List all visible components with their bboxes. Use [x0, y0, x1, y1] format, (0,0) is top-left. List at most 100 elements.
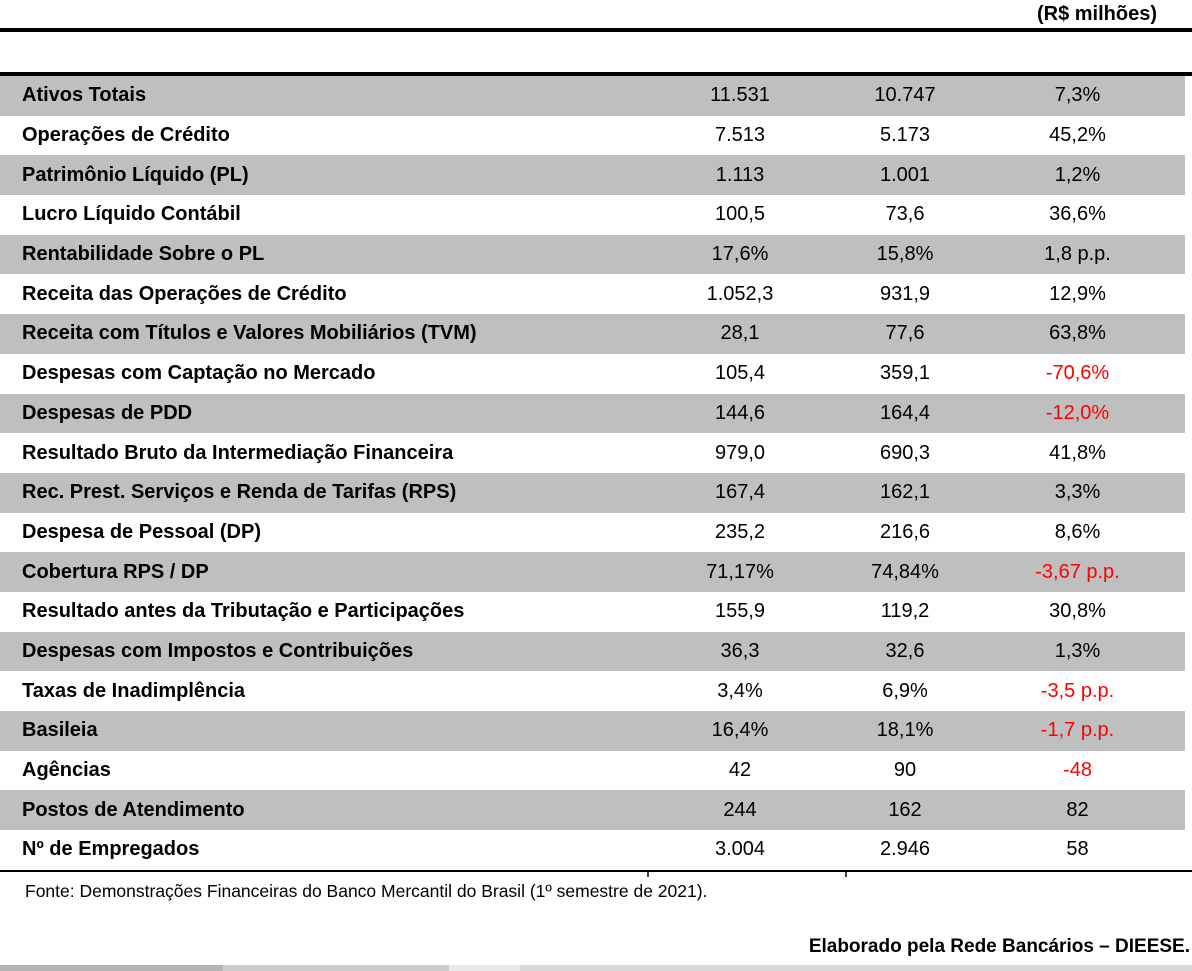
- row-label: Despesa de Pessoal (DP): [22, 520, 261, 543]
- row-label: Agências: [22, 759, 111, 782]
- value-current-period: 1.052,3: [706, 282, 774, 305]
- value-variation: 45,2%: [1049, 124, 1106, 147]
- value-previous-period: 6,9%: [882, 679, 928, 702]
- value-previous-period: 74,84%: [871, 560, 939, 583]
- value-variation: 12,9%: [1049, 282, 1106, 305]
- value-previous-period: 690,3: [879, 441, 931, 464]
- row-label: Despesas com Impostos e Contribuições: [22, 639, 414, 662]
- value-current-period: 7.513: [714, 124, 766, 147]
- row-label: Nº de Empregados: [22, 838, 200, 861]
- table-row: Agências 42 90 -48: [0, 751, 1185, 791]
- value-variation: 7,3%: [1054, 84, 1101, 107]
- top-rule: [0, 28, 1192, 32]
- value-previous-period: 931,9: [879, 282, 931, 305]
- row-label: Resultado antes da Tributação e Particip…: [22, 600, 465, 623]
- value-current-period: 3,4%: [717, 679, 763, 702]
- value-variation: -70,6%: [1045, 362, 1110, 385]
- table-row: Operações de Crédito 7.513 5.173 45,2%: [0, 116, 1185, 156]
- table-row: Patrimônio Líquido (PL) 1.113 1.001 1,2%: [0, 155, 1185, 196]
- value-current-period: 1.113: [715, 163, 765, 186]
- row-label: Cobertura RPS / DP: [22, 560, 209, 583]
- value-variation: -3,67 p.p.: [1035, 560, 1120, 583]
- value-variation: -3,5 p.p.: [1040, 679, 1115, 702]
- table-row: Cobertura RPS / DP 71,17% 74,84% -3,67 p…: [0, 552, 1185, 592]
- value-previous-period: 73,6: [885, 203, 925, 226]
- table-row: Despesas com Captação no Mercado 105,4 3…: [0, 354, 1185, 394]
- value-previous-period: 5.173: [879, 124, 931, 147]
- row-label: Despesas de PDD: [22, 401, 193, 424]
- unit-label: (R$ milhões): [1036, 3, 1157, 25]
- value-variation: 1,8 p.p.: [1044, 243, 1111, 266]
- table-row: Taxas de Inadimplência 3,4% 6,9% -3,5 p.…: [0, 671, 1185, 711]
- value-variation: -1,7 p.p.: [1040, 719, 1115, 742]
- value-variation: 30,8%: [1049, 600, 1106, 623]
- table-row: Receita das Operações de Crédito 1.052,3…: [0, 274, 1185, 314]
- table-row: Lucro Líquido Contábil 100,5 73,6 36,6%: [0, 195, 1185, 235]
- table-row: Nº de Empregados 3.004 2.946 58: [0, 830, 1185, 870]
- credit-note: Elaborado pela Rede Bancários – DIEESE.: [808, 936, 1190, 957]
- row-label: Despesas com Captação no Mercado: [22, 362, 376, 385]
- value-current-period: 244: [723, 798, 757, 821]
- value-variation: 1,3%: [1054, 639, 1101, 662]
- row-label: Operações de Crédito: [22, 124, 230, 147]
- page-edge-segment: [520, 965, 1192, 971]
- row-label: Rentabilidade Sobre o PL: [22, 243, 265, 266]
- column-tick: [845, 872, 847, 877]
- row-label: Basileia: [22, 719, 98, 742]
- value-previous-period: 15,8%: [876, 243, 934, 266]
- table-row: Resultado Bruto da Intermediação Finance…: [0, 433, 1185, 473]
- value-current-period: 11.531: [710, 84, 770, 107]
- value-previous-period: 32,6: [885, 639, 925, 662]
- value-variation: 8,6%: [1054, 520, 1101, 543]
- value-variation: 41,8%: [1049, 441, 1106, 464]
- table-row: Despesa de Pessoal (DP) 235,2 216,6 8,6%: [0, 513, 1185, 553]
- value-current-period: 17,6%: [711, 243, 769, 266]
- financial-table: Ativos Totais 11.531 10.747 7,3% Operaçõ…: [0, 76, 1185, 870]
- value-variation: 3,3%: [1054, 481, 1101, 504]
- row-label: Rec. Prest. Serviços e Renda de Tarifas …: [22, 481, 457, 504]
- table-row: Receita com Títulos e Valores Mobiliário…: [0, 314, 1185, 354]
- row-label: Receita com Títulos e Valores Mobiliário…: [22, 322, 477, 345]
- table-row: Postos de Atendimento 244 162 82: [0, 790, 1185, 831]
- row-label: Lucro Líquido Contábil: [22, 203, 241, 226]
- value-variation: -48: [1063, 759, 1092, 782]
- page-edge-artifact: [0, 965, 1192, 971]
- table-row: Despesas de PDD 144,6 164,4 -12,0%: [0, 393, 1185, 434]
- table-row: Rentabilidade Sobre o PL 17,6% 15,8% 1,8…: [0, 234, 1185, 275]
- table-row: Ativos Totais 11.531 10.747 7,3%: [0, 76, 1185, 116]
- value-previous-period: 119,2: [880, 600, 930, 623]
- value-current-period: 235,2: [714, 520, 766, 543]
- value-current-period: 144,6: [714, 401, 766, 424]
- value-previous-period: 2.946: [879, 838, 931, 861]
- value-previous-period: 162,1: [879, 481, 931, 504]
- table-row: Despesas com Impostos e Contribuições 36…: [0, 631, 1185, 672]
- value-current-period: 105,4: [714, 362, 766, 385]
- table-bottom-rule: [0, 870, 1192, 872]
- value-current-period: 3.004: [714, 838, 766, 861]
- row-label: Receita das Operações de Crédito: [22, 282, 347, 305]
- value-variation: 82: [1066, 798, 1089, 821]
- table-row: Basileia 16,4% 18,1% -1,7 p.p.: [0, 711, 1185, 751]
- value-previous-period: 90: [893, 759, 917, 782]
- value-current-period: 100,5: [714, 203, 766, 226]
- page-edge-segment: [449, 965, 520, 971]
- value-previous-period: 216,6: [879, 520, 931, 543]
- value-variation: -12,0%: [1045, 401, 1110, 424]
- value-variation: 1,2%: [1054, 163, 1101, 186]
- row-label: Postos de Atendimento: [22, 798, 245, 821]
- value-current-period: 36,3: [720, 639, 760, 662]
- source-note: Fonte: Demonstrações Financeiras do Banc…: [25, 881, 708, 901]
- value-previous-period: 162: [888, 798, 922, 821]
- value-variation: 63,8%: [1049, 322, 1106, 345]
- column-tick: [647, 872, 649, 877]
- value-previous-period: 18,1%: [876, 719, 934, 742]
- table-row: Resultado antes da Tributação e Particip…: [0, 592, 1185, 632]
- value-current-period: 16,4%: [711, 719, 769, 742]
- page-edge-segment: [223, 965, 449, 971]
- value-current-period: 71,17%: [706, 560, 774, 583]
- row-label: Taxas de Inadimplência: [22, 679, 246, 702]
- value-current-period: 167,4: [714, 481, 766, 504]
- table-top-rule: [0, 72, 1192, 76]
- value-variation: 58: [1066, 838, 1089, 861]
- value-previous-period: 164,4: [879, 401, 931, 424]
